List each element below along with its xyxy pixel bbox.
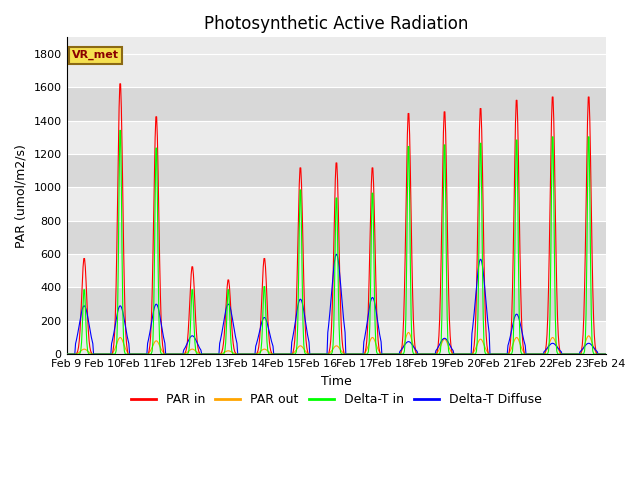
Bar xyxy=(67,221,606,254)
Text: VR_met: VR_met xyxy=(72,50,119,60)
Bar xyxy=(67,187,606,221)
Bar xyxy=(67,288,606,321)
Title: Photosynthetic Active Radiation: Photosynthetic Active Radiation xyxy=(204,15,468,33)
Bar xyxy=(67,254,606,288)
Legend: PAR in, PAR out, Delta-T in, Delta-T Diffuse: PAR in, PAR out, Delta-T in, Delta-T Dif… xyxy=(126,388,547,411)
Bar xyxy=(67,321,606,354)
Bar xyxy=(67,154,606,187)
Bar xyxy=(67,54,606,87)
Bar xyxy=(67,120,606,154)
Y-axis label: PAR (umol/m2/s): PAR (umol/m2/s) xyxy=(15,144,28,248)
X-axis label: Time: Time xyxy=(321,374,352,387)
Bar xyxy=(67,87,606,120)
